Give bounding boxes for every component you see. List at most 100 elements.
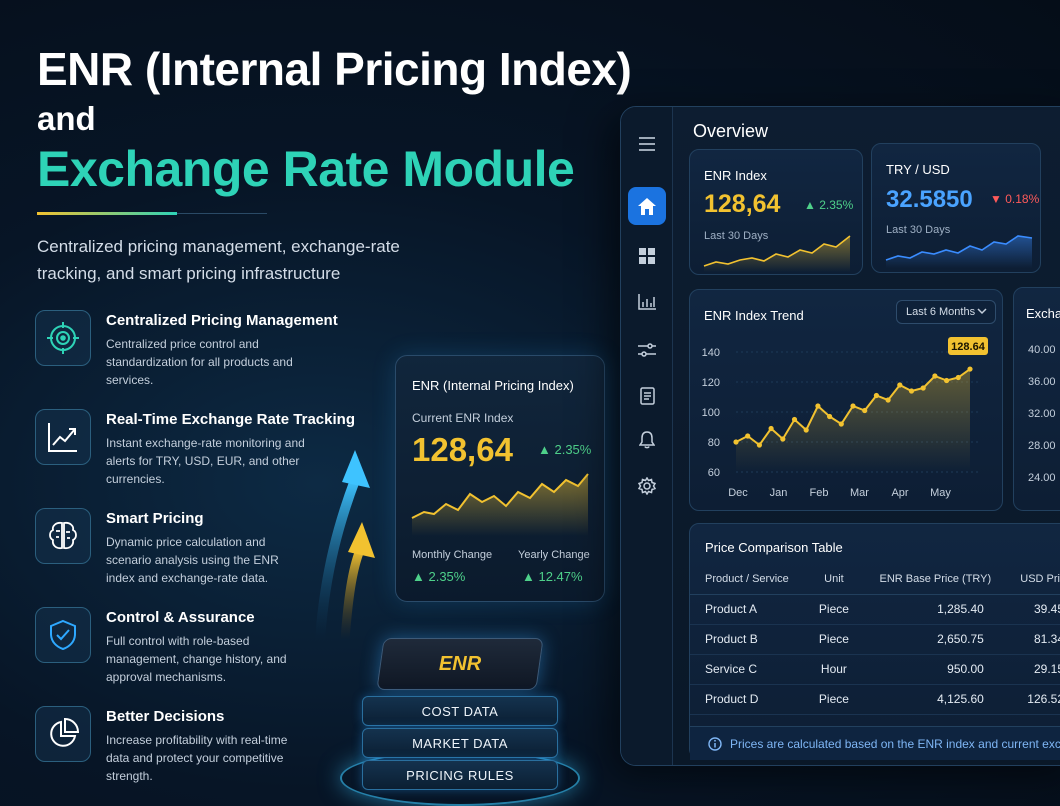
data-point (780, 436, 786, 442)
y-tick-label: 140 (702, 347, 720, 359)
x-tick-label: Feb (810, 487, 829, 499)
column-header[interactable]: Unit (799, 564, 869, 595)
trend-title: ENR Index Trend (704, 308, 804, 323)
cell-usd-price: 126.52 (1001, 684, 1060, 715)
cell-product: Product A (690, 594, 800, 625)
data-point (932, 373, 938, 379)
price-table-title: Price Comparison Table (705, 540, 843, 555)
cell-try-price: 4,125.60 (868, 684, 1002, 715)
try-usd-label: TRY / USD (886, 162, 950, 177)
data-stack: ENR COST DATA MARKET DATA PRICING RULES (340, 600, 580, 806)
overview-title: Overview (693, 121, 769, 141)
layer-pricing-rules: PRICING RULES (362, 760, 558, 790)
dashboard-window: Overview ENR Index 128,64 ▲ 2.35% Last 3… (620, 106, 1060, 766)
table-row[interactable]: Product D Piece 4,125.60 126.52 (690, 684, 1060, 715)
exchange-title: Excha (1026, 306, 1060, 321)
enr-chip: ENR (376, 638, 544, 690)
hero-module-title: Exchange Rate Module (37, 141, 575, 197)
data-point (803, 427, 809, 433)
series-area (736, 369, 970, 472)
card-value: 128,64 (412, 431, 513, 468)
data-point (920, 385, 926, 391)
data-point (827, 413, 833, 420)
column-header[interactable]: ENR Base Price (TRY) (868, 564, 1002, 595)
table-row[interactable]: Product B Piece 2,650.75 81.34 (690, 624, 1060, 655)
enr-index-panel[interactable]: ENR Index 128,64 ▲ 2.35% Last 30 Days (689, 149, 863, 275)
bell-icon[interactable] (628, 421, 666, 459)
pricing-note: Prices are calculated based on the ENR i… (690, 726, 1060, 760)
trend-chart: 140 120 100 80 60 Dec Jan Feb Mar Apr May 128.64 (702, 337, 988, 499)
sliders-icon[interactable] (628, 331, 666, 369)
yearly-change-label: Yearly Change (518, 549, 590, 561)
gear-icon[interactable] (628, 467, 666, 505)
enr-index-label: ENR Index (704, 168, 767, 183)
column-header[interactable]: USD Price (1001, 564, 1060, 595)
hero-underline-tail (177, 213, 267, 214)
shield-check-icon (35, 607, 91, 663)
cell-product: Service C (690, 654, 800, 685)
home-icon[interactable] (628, 187, 666, 225)
enr-chip-label: ENR (438, 652, 482, 675)
grid-icon[interactable] (628, 237, 666, 275)
cell-unit: Piece (799, 684, 869, 715)
table-row[interactable]: Product A Piece 1,285.40 39.45 (690, 594, 1060, 625)
card-sparkline (411, 473, 589, 536)
bar-chart-icon[interactable] (628, 283, 666, 321)
x-tick-label: Mar (850, 487, 869, 499)
enr-index-period: Last 30 Days (704, 230, 769, 242)
y-tick-label: 80 (708, 437, 720, 449)
table-header-row: Product / Service Unit ENR Base Price (T… (690, 564, 1060, 595)
enr-index-change: ▲ 2.35% (804, 198, 854, 212)
feature-item: Real-Time Exchange Rate Tracking Instant… (35, 405, 375, 504)
exchange-tick: 28.00 (1028, 440, 1056, 452)
feature-desc: Centralized price control and standardiz… (106, 337, 293, 387)
exchange-tick: 32.00 (1028, 408, 1056, 420)
feature-item: Better Decisions Increase profitability … (35, 702, 375, 801)
try-usd-panel[interactable]: TRY / USD 32.5850 ▼ 0.18% Last 30 Days (871, 143, 1041, 273)
feature-title: Smart Pricing (106, 510, 204, 527)
data-point (862, 407, 868, 414)
card-label: Current ENR Index (412, 411, 514, 425)
y-tick-label: 60 (708, 467, 720, 479)
monthly-change-label: Monthly Change (412, 549, 493, 561)
table-row[interactable]: Service C Hour 950.00 29.15 (690, 654, 1060, 685)
try-usd-period: Last 30 Days (886, 224, 951, 236)
document-icon[interactable] (628, 377, 666, 415)
exchange-panel: Excha 40.00 36.00 32.00 28.00 24.00 (1013, 287, 1060, 511)
hero-and: and (37, 100, 96, 137)
y-tick-label: 100 (702, 407, 720, 419)
feature-title: Better Decisions (106, 708, 225, 725)
feature-item: Control & Assurance Full control with ro… (35, 603, 375, 702)
data-point (967, 366, 973, 372)
feature-item: Smart Pricing Dynamic price calculation … (35, 504, 375, 603)
cell-unit: Piece (799, 624, 869, 655)
pricing-note-text: Prices are calculated based on the ENR i… (730, 736, 1060, 751)
data-point (955, 374, 961, 381)
cell-usd-price: 29.15 (1001, 654, 1060, 685)
data-point (873, 392, 879, 399)
enr-mini-sparkline (703, 235, 851, 272)
pie-chart-icon (35, 706, 91, 762)
hero-underline (37, 212, 177, 215)
data-point (745, 433, 751, 439)
card-title: ENR (Internal Pricing Index) (412, 378, 574, 393)
feature-desc: Instant exchange-rate monitoring and ale… (106, 436, 305, 486)
feature-title: Real-Time Exchange Rate Tracking (106, 411, 355, 428)
info-icon (708, 736, 722, 751)
feature-item: Centralized Pricing Management Centraliz… (35, 306, 375, 405)
brain-icon (35, 508, 91, 564)
price-table-panel: Price Comparison Table Product / Service… (689, 523, 1060, 760)
feature-desc: Full control with role-based management,… (106, 634, 287, 684)
cell-try-price: 2,650.75 (868, 624, 1002, 655)
data-point (944, 377, 950, 384)
feature-title: Centralized Pricing Management (106, 312, 338, 329)
column-header[interactable]: Product / Service (690, 564, 800, 595)
range-select[interactable]: Last 6 Months (896, 300, 996, 324)
feature-list: Centralized Pricing Management Centraliz… (35, 306, 375, 801)
enr-index-card[interactable]: ENR (Internal Pricing Index) Current ENR… (395, 355, 605, 602)
hero-subtitle: Centralized pricing management, exchange… (37, 237, 400, 283)
enr-trend-panel: ENR Index Trend Last 6 Months 140 120 100 8… (689, 289, 1003, 511)
exchange-tick: 24.00 (1028, 472, 1056, 484)
data-point (838, 421, 844, 427)
menu-icon[interactable] (628, 125, 666, 163)
